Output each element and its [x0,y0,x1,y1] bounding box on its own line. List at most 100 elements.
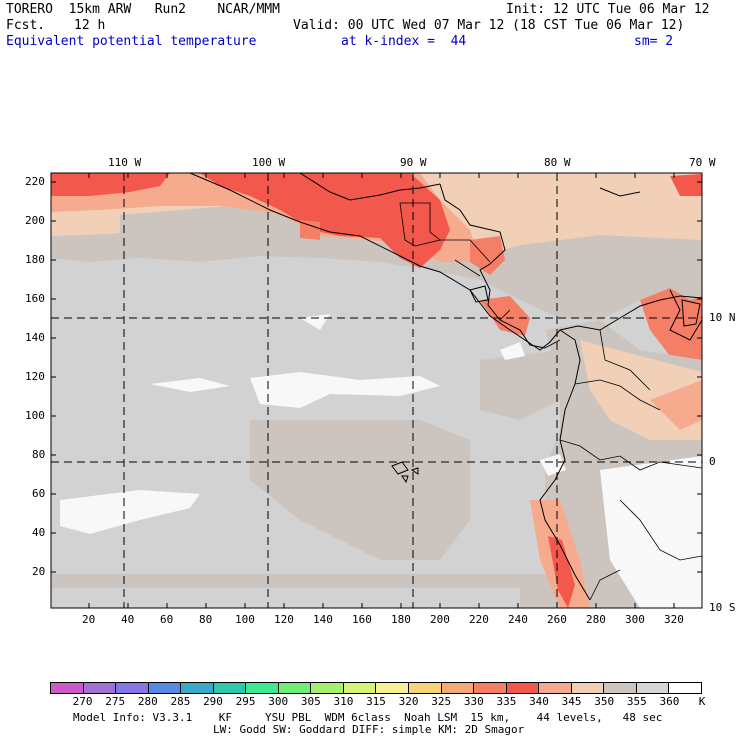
y-tick-label: 80 [32,448,46,461]
x-tick-label: 220 [469,613,489,626]
field-panama-bight [480,350,560,420]
field-peru-red [548,536,575,608]
x-tick-label: 200 [430,613,450,626]
colorbar-label: 270 [72,695,93,708]
x-tick-label: 100 [235,613,255,626]
colorbar-label: 345 [561,695,582,708]
forecast-hour: 12 h [74,18,106,33]
colorbar-swatch [636,683,670,693]
y-tick-label: 40 [32,526,46,539]
colorbar-swatch [51,683,84,693]
model-title: TORERO 15km ARW Run2 NCAR/MMM [6,2,280,17]
colorbar-swatch [376,683,410,693]
lon-label: 90 W [400,156,427,169]
colorbar-label: 280 [137,695,158,708]
colorbar-swatch [246,683,279,693]
field-white-patch [300,314,330,330]
lon-label: 80 W [544,156,571,169]
map-frame [50,172,703,609]
lon-label: 110 W [108,156,142,169]
x-tick-label: 240 [508,613,528,626]
colorbar-swatch [669,683,701,693]
x-tick-label: 320 [664,613,684,626]
colorbar-label: 290 [203,695,223,708]
coastlines [189,173,702,601]
field-red-costarica [480,296,530,336]
field-central-warm [250,420,470,560]
colorbar-swatch [148,683,182,693]
colorbar-swatch [539,683,572,693]
colorbar [50,682,702,694]
colorbar-label: 295 [235,695,256,708]
colorbar-label: 355 [626,695,647,708]
field-amazon-white [600,456,702,608]
field-white-patch [60,490,200,534]
field-red-venezuela [640,288,702,360]
y-tick-label: 60 [32,487,46,500]
init-time: Init: 12 UTC Tue 06 Mar 12 [506,2,710,17]
y-tick-label: 140 [25,331,45,344]
x-tick-label: 280 [586,613,606,626]
field-name: Equivalent potential temperature [6,34,257,49]
colorbar-label: 350 [594,695,615,708]
field-white-patch [150,378,230,392]
colorbar-swatch [343,683,377,693]
field-red-caribbean [670,174,702,196]
field-white-patch [250,372,440,408]
colorbar-swatch [278,683,312,693]
country-borders [399,202,702,601]
y-tick-label: 160 [25,292,45,305]
field-white-patch [500,342,525,360]
colorbar-swatch [604,683,637,693]
x-tick-label: 60 [160,613,174,626]
model-info: Model Info: V3.3.1 KF YSU PBL WDM 6class… [73,711,663,724]
lon-label: 70 W [689,156,716,169]
colorbar-swatch [181,683,214,693]
y-tick-label: 200 [25,214,45,227]
valid-time: Valid: 00 UTC Wed 07 Mar 12 (18 CST Tue … [293,18,685,33]
lat-lon-grid [51,173,702,608]
lon-label: 100 W [252,156,286,169]
colorbar-label: 325 [431,695,452,708]
physics-info: LW: Godd SW: Goddard DIFF: simple KM: 2D… [213,723,525,736]
field-red-honduras [470,236,505,275]
axis-ticks [51,173,702,608]
colorbar-label: 285 [170,695,191,708]
lat-label: 10 S [709,601,736,614]
field-red-guatemala [200,173,450,268]
field-venezuela-salmon [650,380,702,430]
y-tick-label: 20 [32,565,46,578]
x-tick-label: 160 [352,613,372,626]
colorbar-label: 335 [496,695,517,708]
y-tick-label: 100 [25,409,45,422]
colorbar-swatch [474,683,507,693]
colorbar-label: 330 [463,695,484,708]
colorbar-swatch [441,683,475,693]
colorbar-swatch [571,683,605,693]
colorbar-label: 305 [300,695,321,708]
x-tick-label: 40 [121,613,135,626]
y-tick-label: 220 [25,175,45,188]
theta-e-field [51,173,702,608]
smoothing-value: sm= 2 [634,34,674,49]
forecast-label: Fcst. [6,18,46,33]
y-tick-label: 180 [25,253,45,266]
colorbar-label: 275 [105,695,126,708]
colorbar-label: 360 [659,695,680,708]
x-tick-label: 140 [313,613,333,626]
x-tick-label: 180 [391,613,411,626]
colorbar-label: 320 [398,695,419,708]
x-tick-label: 260 [547,613,567,626]
lat-label: 0 [709,455,716,468]
level-index: at k-index = 44 [341,34,467,49]
colorbar-swatch [506,683,540,693]
colorbar-swatch [83,683,117,693]
colorbar-swatch [311,683,344,693]
lat-label: 10 N [709,311,736,324]
x-tick-label: 300 [625,613,645,626]
colorbar-swatch [409,683,442,693]
y-tick-label: 120 [25,370,45,383]
field-red-nw [51,173,170,196]
field-red-spot [300,220,320,240]
